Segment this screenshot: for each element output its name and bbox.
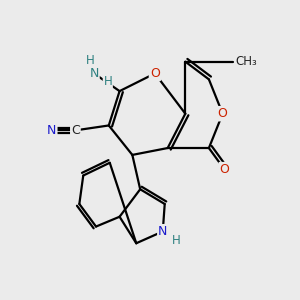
Text: N: N xyxy=(47,124,56,137)
Text: N: N xyxy=(89,67,99,80)
Text: C: C xyxy=(71,124,80,137)
Text: O: O xyxy=(218,107,228,120)
Text: O: O xyxy=(220,163,230,176)
Text: H: H xyxy=(103,75,112,88)
Text: H: H xyxy=(86,54,94,67)
Text: O: O xyxy=(150,67,160,80)
Text: CH₃: CH₃ xyxy=(236,55,257,68)
Text: H: H xyxy=(172,234,181,247)
Text: N: N xyxy=(158,225,167,238)
